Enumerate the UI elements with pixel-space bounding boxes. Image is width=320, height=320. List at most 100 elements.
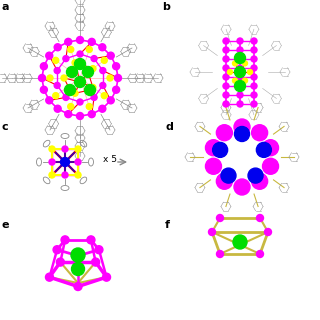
Circle shape <box>228 69 233 75</box>
Circle shape <box>91 56 97 61</box>
Circle shape <box>46 97 53 104</box>
Circle shape <box>251 92 257 98</box>
Circle shape <box>84 84 95 95</box>
Circle shape <box>235 81 245 92</box>
Circle shape <box>233 61 237 66</box>
Circle shape <box>107 97 114 104</box>
Circle shape <box>76 36 84 44</box>
Circle shape <box>68 104 74 109</box>
Circle shape <box>251 65 257 71</box>
Circle shape <box>46 52 53 59</box>
Circle shape <box>235 52 245 63</box>
Circle shape <box>54 68 60 74</box>
Circle shape <box>251 47 257 53</box>
Circle shape <box>65 38 72 45</box>
Circle shape <box>257 214 263 221</box>
Circle shape <box>235 67 245 77</box>
Circle shape <box>216 173 232 189</box>
Circle shape <box>95 246 103 254</box>
Circle shape <box>237 101 243 107</box>
Circle shape <box>75 172 81 178</box>
Circle shape <box>63 94 69 100</box>
Circle shape <box>107 75 113 81</box>
Text: b: b <box>162 2 170 12</box>
Circle shape <box>53 246 61 254</box>
Circle shape <box>88 38 95 45</box>
Circle shape <box>74 283 82 291</box>
Circle shape <box>76 113 84 119</box>
Circle shape <box>65 111 72 118</box>
Circle shape <box>113 63 120 70</box>
Circle shape <box>252 125 268 141</box>
Circle shape <box>63 56 69 61</box>
Circle shape <box>237 65 243 71</box>
Circle shape <box>262 140 278 156</box>
Circle shape <box>217 251 223 258</box>
Circle shape <box>86 104 92 109</box>
Circle shape <box>223 38 229 44</box>
Circle shape <box>90 84 96 91</box>
Circle shape <box>223 47 229 53</box>
Circle shape <box>101 57 107 63</box>
Text: c: c <box>2 122 9 132</box>
Circle shape <box>251 83 257 89</box>
Circle shape <box>72 90 78 96</box>
Circle shape <box>54 83 60 88</box>
Circle shape <box>216 125 232 141</box>
Circle shape <box>243 78 247 83</box>
Circle shape <box>49 172 55 178</box>
Circle shape <box>234 179 250 195</box>
Circle shape <box>205 140 221 156</box>
Circle shape <box>61 236 69 244</box>
Circle shape <box>62 146 68 152</box>
Circle shape <box>223 92 229 98</box>
Circle shape <box>91 94 97 100</box>
Circle shape <box>107 52 114 59</box>
Circle shape <box>251 74 257 80</box>
Circle shape <box>256 142 271 157</box>
Circle shape <box>237 56 243 62</box>
Circle shape <box>87 236 95 244</box>
Circle shape <box>88 111 95 118</box>
Circle shape <box>83 67 93 77</box>
Circle shape <box>67 67 77 77</box>
Circle shape <box>47 75 53 81</box>
Circle shape <box>75 159 81 165</box>
Circle shape <box>223 83 229 89</box>
Circle shape <box>233 235 247 249</box>
Circle shape <box>99 44 106 51</box>
Text: f: f <box>165 220 170 230</box>
Circle shape <box>251 56 257 62</box>
Circle shape <box>71 248 85 262</box>
Circle shape <box>68 46 74 52</box>
Circle shape <box>75 76 85 87</box>
Text: a: a <box>2 2 10 12</box>
Circle shape <box>45 273 53 281</box>
Circle shape <box>75 146 81 152</box>
Circle shape <box>223 101 229 107</box>
Circle shape <box>74 252 82 260</box>
Circle shape <box>221 168 236 183</box>
Circle shape <box>77 99 83 105</box>
Circle shape <box>56 258 64 266</box>
Circle shape <box>40 86 47 93</box>
Circle shape <box>257 251 263 258</box>
Circle shape <box>247 69 252 75</box>
Circle shape <box>54 44 61 51</box>
Circle shape <box>223 74 229 80</box>
Circle shape <box>237 83 243 89</box>
Circle shape <box>77 51 83 57</box>
Circle shape <box>217 214 223 221</box>
Circle shape <box>53 92 59 99</box>
Circle shape <box>248 168 263 183</box>
Circle shape <box>49 159 55 165</box>
Circle shape <box>100 83 106 88</box>
Circle shape <box>223 65 229 71</box>
Circle shape <box>62 172 68 178</box>
Circle shape <box>243 61 247 66</box>
Circle shape <box>223 56 229 62</box>
Circle shape <box>72 60 78 66</box>
Circle shape <box>235 126 250 141</box>
Circle shape <box>100 68 106 74</box>
Circle shape <box>38 75 45 82</box>
